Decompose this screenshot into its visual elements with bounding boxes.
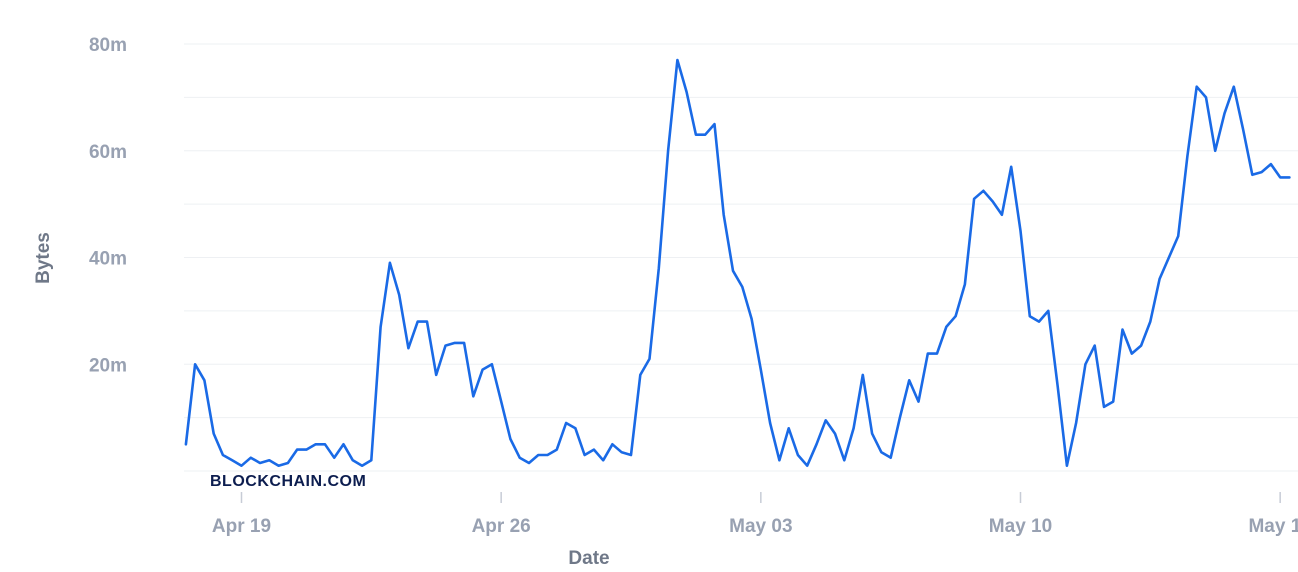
watermark: BLOCKCHAIN.COM [210,473,366,490]
y-tick-label: 20m [89,355,127,376]
x-tick-label: May 17 [1248,516,1298,537]
x-tick-label: May 10 [989,516,1052,537]
x-tick-label: Apr 26 [472,516,531,537]
y-tick-label: 40m [89,249,127,270]
data-line [184,58,1291,467]
x-tick-label: Apr 19 [212,516,271,537]
x-axis-title: Date [568,548,609,569]
y-axis-title: Bytes [33,232,54,284]
y-tick-label: 80m [89,35,127,56]
y-tick-label: 60m [89,142,127,163]
x-tick-label: May 03 [729,516,792,537]
